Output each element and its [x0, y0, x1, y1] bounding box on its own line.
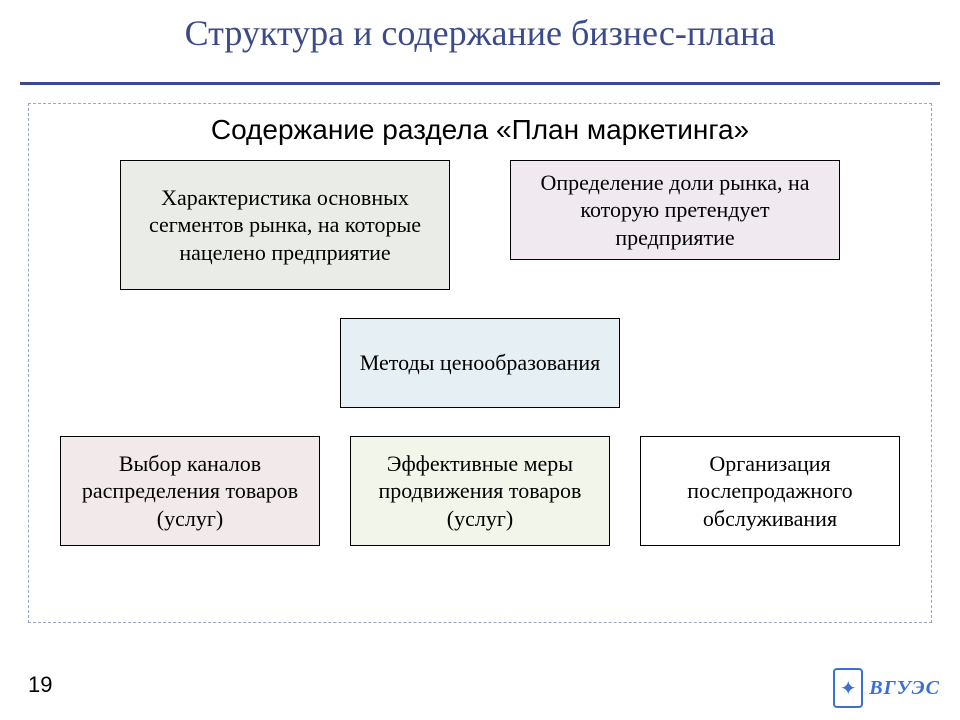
box-pricing-methods: Методы ценообразования [340, 318, 620, 408]
logo-text: ВГУЭС [869, 677, 940, 700]
box-market-segments: Характеристика основных сегментов рынка,… [120, 160, 450, 290]
diagram-row-2: Методы ценообразования [47, 318, 913, 408]
box-promotion-measures: Эффективные меры продвижения товаров (ус… [350, 436, 610, 546]
section-subtitle: Содержание раздела «План маркетинга» [47, 114, 913, 146]
logo-icon: ✦ [833, 668, 863, 708]
box-market-share: Определение доли рынка, на которую прете… [510, 160, 840, 260]
diagram-row-3: Выбор каналов распределения товаров (усл… [47, 436, 913, 546]
slide-title: Структура и содержание бизнес-плана [0, 0, 960, 54]
page-number: 19 [28, 672, 52, 698]
diagram-row-1: Характеристика основных сегментов рынка,… [47, 160, 913, 290]
logo: ✦ ВГУЭС [833, 668, 940, 708]
content-frame: Содержание раздела «План маркетинга» Хар… [28, 103, 932, 623]
title-underline [20, 82, 940, 85]
box-aftersales-service: Организация послепродажного обслуживания [640, 436, 900, 546]
box-distribution-channels: Выбор каналов распределения товаров (усл… [60, 436, 320, 546]
